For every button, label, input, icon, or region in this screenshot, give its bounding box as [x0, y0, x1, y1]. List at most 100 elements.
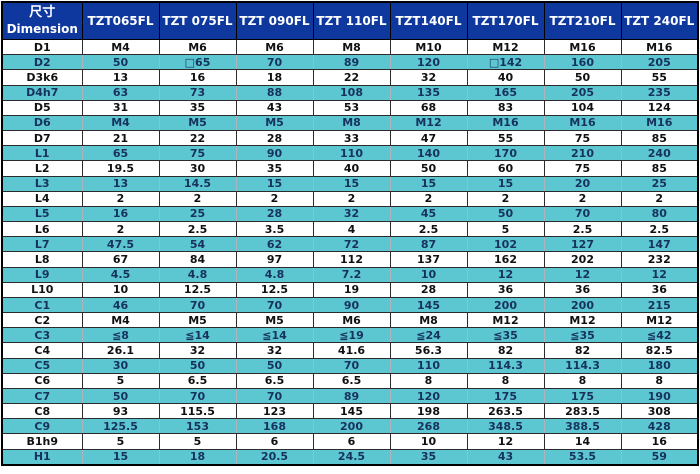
cell: 15 — [312, 175, 391, 192]
cell: 120 — [389, 387, 468, 405]
cell: 55 — [466, 130, 545, 147]
cell: 59 — [620, 448, 699, 466]
cell: 40 — [466, 69, 545, 86]
row-label: D6 — [1, 114, 83, 132]
cell: 41.6 — [312, 342, 391, 359]
row-label: D5 — [1, 99, 83, 116]
table-row: L5 16 25 28 32 45 50 70 80 — [1, 205, 699, 223]
cell: 50 — [81, 54, 160, 71]
cell: 6 — [235, 433, 314, 450]
cell: 72 — [312, 236, 391, 253]
cell: 53.5 — [543, 448, 622, 466]
cell: 12 — [466, 433, 545, 450]
cell: 50 — [81, 387, 160, 405]
row-label: C3 — [1, 327, 83, 344]
cell: ≦35 — [466, 327, 545, 344]
table-row: C3 ≦8 ≦14 ≦14 ≦19 ≦24 ≦35 ≦35 ≦42 — [1, 327, 699, 344]
cell: M16 — [466, 114, 545, 132]
cell: 8 — [466, 372, 545, 389]
table-row: L4 2 2 2 2 2 2 2 2 — [1, 190, 699, 207]
cell: 8 — [543, 372, 622, 389]
cell: 4 — [312, 221, 391, 238]
cell: 36 — [620, 281, 699, 298]
cell: 10 — [81, 281, 160, 298]
cell: 13 — [81, 69, 160, 86]
table-row: C6 5 6.5 6.5 6.5 8 8 8 8 — [1, 372, 699, 389]
cell: 15 — [466, 175, 545, 192]
cell: 2 — [81, 190, 160, 207]
cell: 30 — [81, 357, 160, 374]
cell: M5 — [235, 312, 314, 329]
cell: 82.5 — [620, 342, 699, 359]
cell: 6.5 — [235, 372, 314, 389]
cell: M8 — [312, 114, 391, 132]
cell: 160 — [543, 54, 622, 71]
cell: 6.5 — [158, 372, 237, 389]
cell: 65 — [81, 145, 160, 162]
cell: 12 — [620, 266, 699, 283]
cell: 263.5 — [466, 403, 545, 420]
cell: 12.5 — [235, 281, 314, 298]
table-row: L6 2 2.5 3.5 4 2.5 5 2.5 2.5 — [1, 221, 699, 238]
cell: 5 — [81, 433, 160, 450]
cell: 147 — [620, 236, 699, 253]
cell: 36 — [466, 281, 545, 298]
cell: 24.5 — [312, 448, 391, 466]
cell: 200 — [312, 418, 391, 435]
row-label: L8 — [1, 251, 83, 268]
table-row: D1 M4 M6 M6 M8 M10 M12 M16 M16 — [1, 38, 699, 56]
cell: 162 — [466, 251, 545, 268]
table-row: C2 M4 M5 M5 M6 M8 M12 M12 M12 — [1, 312, 699, 329]
cell: 12 — [466, 266, 545, 283]
cell: 2 — [543, 190, 622, 207]
column-header: TZT140FL — [389, 1, 468, 40]
cell: 22 — [158, 130, 237, 147]
table-row: D3k6 13 16 18 22 32 40 50 55 — [1, 69, 699, 86]
dimension-header: 尺寸 Dimension — [1, 1, 83, 40]
row-label: D1 — [1, 38, 83, 56]
cell: 50 — [158, 357, 237, 374]
cell: 110 — [389, 357, 468, 374]
cell: M5 — [158, 114, 237, 132]
row-label: L9 — [1, 266, 83, 283]
table-row: C5 30 50 50 70 110 114.3 114.3 180 — [1, 357, 699, 374]
cell: 75 — [158, 145, 237, 162]
row-label: D7 — [1, 130, 83, 147]
cell: 43 — [235, 99, 314, 116]
cell: 50 — [543, 69, 622, 86]
cell: 135 — [389, 84, 468, 101]
table-row: L10 10 12.5 12.5 19 28 36 36 36 — [1, 281, 699, 298]
cell: 26.1 — [81, 342, 160, 359]
cell: M12 — [466, 38, 545, 56]
cell: 18 — [158, 448, 237, 466]
column-header: TZT170FL — [466, 1, 545, 40]
cell: 104 — [543, 99, 622, 116]
cell: 110 — [312, 145, 391, 162]
row-label: L10 — [1, 281, 83, 298]
row-label: B1h9 — [1, 433, 83, 450]
cell: 8 — [620, 372, 699, 389]
cell: 73 — [158, 84, 237, 101]
cell: 32 — [312, 205, 391, 223]
cell: 2.5 — [389, 221, 468, 238]
row-label: C7 — [1, 387, 83, 405]
cell: 22 — [312, 69, 391, 86]
cell: 70 — [158, 296, 237, 314]
cell: 47 — [389, 130, 468, 147]
row-label: C6 — [1, 372, 83, 389]
table-row: L1 65 75 90 110 140 170 210 240 — [1, 145, 699, 162]
cell: 200 — [466, 296, 545, 314]
cell: M5 — [158, 312, 237, 329]
cell: 348.5 — [466, 418, 545, 435]
cell: 19 — [312, 281, 391, 298]
cell: M6 — [158, 38, 237, 56]
column-header: TZT065FL — [81, 1, 160, 40]
cell: 47.5 — [81, 236, 160, 253]
cell: 14 — [543, 433, 622, 450]
cell: 5 — [158, 433, 237, 450]
row-label: L5 — [1, 205, 83, 223]
cell: M16 — [543, 38, 622, 56]
cell: 89 — [312, 54, 391, 71]
cell: 80 — [620, 205, 699, 223]
cell: 3.5 — [235, 221, 314, 238]
